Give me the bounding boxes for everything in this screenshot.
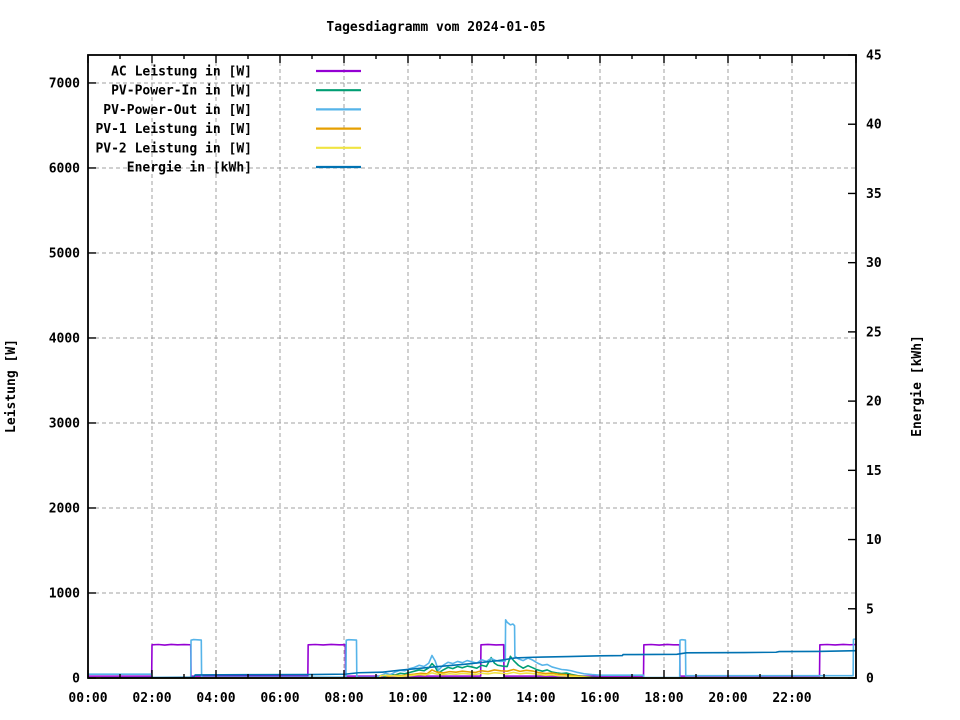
y-axis-label: Leistung [W] (4, 339, 19, 433)
data-series (88, 618, 857, 679)
y-tick-label: 4000 (49, 331, 80, 346)
y2-tick-label: 30 (866, 256, 882, 271)
series-line-pv-power-out-in-w (88, 618, 857, 679)
gridlines (88, 55, 856, 678)
x-tick-label: 20:00 (708, 691, 747, 706)
y2-tick-label: 20 (866, 395, 882, 410)
y2-tick-label: 10 (866, 533, 882, 548)
legend-label: PV-1 Leistung in [W] (95, 122, 252, 137)
tick-labels: 00:00 02:00 04:00 06:00 08:00 10:00 12:00 14:00… (49, 49, 882, 707)
y2-tick-label: 25 (866, 325, 882, 340)
plot-border (87, 54, 857, 679)
y-tick-label: 7000 (49, 76, 80, 91)
y-tick-label: 2000 (49, 501, 80, 516)
x-tick-label: 08:00 (324, 691, 363, 706)
x-tick-label: 04:00 (196, 691, 235, 706)
legend: AC Leistung in [W] PV-Power-In in [W] PV-P… (95, 65, 361, 176)
y2-axis-label: Energie [kWh] (910, 335, 925, 437)
x-tick-label: 16:00 (580, 691, 619, 706)
y2-tick-label: 5 (866, 602, 874, 617)
legend-label: PV-Power-Out in [W] (103, 103, 252, 118)
y2-tick-label: 35 (866, 187, 882, 202)
series-line-energie-in-kwh (100, 649, 857, 679)
y-tick-label: 6000 (49, 161, 80, 176)
x-tick-label: 00:00 (68, 691, 107, 706)
y-tick-label: 3000 (49, 416, 80, 431)
y2-tick-label: 15 (866, 464, 882, 479)
y2-tick-label: 40 (866, 118, 882, 133)
x-tick-label: 10:00 (388, 691, 427, 706)
x-tick-label: 06:00 (260, 691, 299, 706)
y-tick-label: 0 (72, 672, 80, 687)
x-tick-label: 12:00 (452, 691, 491, 706)
y-tick-label: 5000 (49, 246, 80, 261)
y2-tick-label: 0 (866, 672, 874, 687)
series-line-pv-2-leistung-in-w (88, 671, 856, 679)
y2-tick-label: 45 (866, 49, 882, 64)
legend-label: Energie in [kWh] (127, 161, 252, 176)
chart-title: Tagesdiagramm vom 2024-01-05 (326, 20, 545, 35)
x-tick-label: 22:00 (772, 691, 811, 706)
x-tick-label: 14:00 (516, 691, 555, 706)
x-tick-label: 18:00 (644, 691, 683, 706)
y-tick-label: 1000 (49, 586, 80, 601)
x-tick-label: 02:00 (132, 691, 171, 706)
legend-label: PV-2 Leistung in [W] (95, 141, 252, 156)
series-line-pv-power-in-in-w (88, 655, 856, 679)
legend-label: PV-Power-In in [W] (111, 84, 252, 99)
legend-label: AC Leistung in [W] (111, 65, 252, 80)
series-line-pv-1-leistung-in-w (88, 668, 856, 679)
